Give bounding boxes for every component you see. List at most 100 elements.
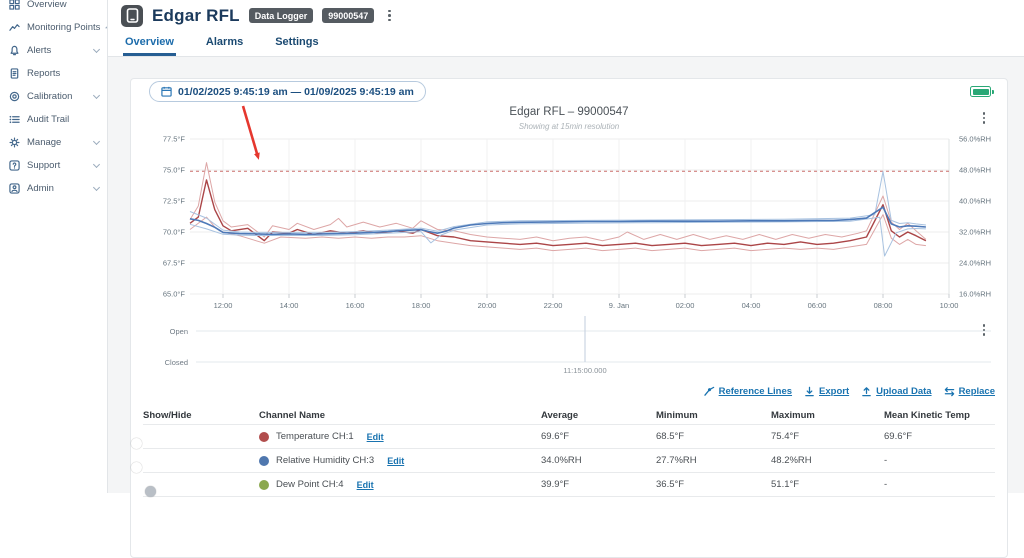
device-type-badge: Data Logger xyxy=(249,8,314,23)
export-button[interactable]: Export xyxy=(804,386,849,397)
reference-lines-button[interactable]: Reference Lines xyxy=(704,386,792,397)
sidebar-item-manage[interactable]: Manage xyxy=(0,131,107,154)
sidebar-item-overview[interactable]: Overview xyxy=(0,0,107,16)
swap-arrows-icon xyxy=(944,386,955,397)
chart-actions: Reference Lines Export Upload Data Repla… xyxy=(704,386,995,397)
header-menu-button[interactable] xyxy=(382,7,397,25)
maximum-value: 75.4°F xyxy=(771,431,884,442)
x-tick-label: 02:00 xyxy=(676,301,695,310)
x-tick-label: 10:00 xyxy=(940,301,959,310)
tab-settings[interactable]: Settings xyxy=(273,36,320,56)
col-channel-name: Channel Name xyxy=(259,410,541,421)
replace-button[interactable]: Replace xyxy=(944,386,995,397)
chevron-down-icon xyxy=(93,137,100,144)
edit-channel-link[interactable]: Edit xyxy=(367,432,384,442)
minimum-value: 68.5°F xyxy=(656,431,771,442)
series-temperature-min xyxy=(190,215,926,251)
list-icon xyxy=(9,114,20,125)
x-tick-label: 18:00 xyxy=(412,301,431,310)
chart-title: Edgar RFL – 99000547 xyxy=(131,106,1007,118)
minimum-value: 36.5°F xyxy=(656,479,771,490)
table-row: Relative Humidity CH:3 Edit 34.0%RH 27.7… xyxy=(143,448,995,472)
x-tick-label: 20:00 xyxy=(478,301,497,310)
door-chart-menu-button[interactable] xyxy=(977,321,992,339)
y-left-tick-label: 67.5°F xyxy=(163,259,186,268)
x-tick-label: 14:00 xyxy=(280,301,299,310)
channel-name: Dew Point CH:4 xyxy=(276,479,344,490)
calibration-target-icon xyxy=(9,91,20,102)
upload-data-button[interactable]: Upload Data xyxy=(861,386,931,397)
average-value: 39.9°F xyxy=(541,479,656,490)
data-logger-device-icon xyxy=(121,5,143,27)
series-humidity-avg xyxy=(190,207,926,234)
chevron-down-icon xyxy=(93,160,100,167)
series-humidity-min xyxy=(190,217,926,256)
mkt-value: 69.6°F xyxy=(884,431,995,442)
y-left-tick-label: 70.0°F xyxy=(163,228,186,237)
minimum-value: 27.7%RH xyxy=(656,455,771,466)
y-right-tick-label: 24.0%RH xyxy=(959,259,991,268)
col-show-hide: Show/Hide xyxy=(143,410,259,421)
sidebar-item-admin[interactable]: Admin xyxy=(0,177,107,200)
page-title: Edgar RFL xyxy=(152,6,240,26)
y-right-tick-label: 56.0%RH xyxy=(959,135,991,144)
y-right-tick-label: 16.0%RH xyxy=(959,290,991,299)
channel-color-dot xyxy=(259,432,269,442)
sidebar-label: Reports xyxy=(27,68,60,79)
sidebar-label: Support xyxy=(27,160,60,171)
bell-icon xyxy=(9,45,20,56)
chart-subtitle: Showing at 15min resolution xyxy=(131,122,1007,131)
user-icon xyxy=(9,183,20,194)
chevron-down-icon xyxy=(93,183,100,190)
col-maximum: Maximum xyxy=(771,410,884,421)
channel-color-dot xyxy=(259,456,269,466)
tab-alarms[interactable]: Alarms xyxy=(204,36,245,56)
series-temperature-max xyxy=(190,163,926,241)
calendar-icon xyxy=(161,86,172,97)
edit-channel-link[interactable]: Edit xyxy=(387,456,404,466)
reference-lines-icon xyxy=(704,386,715,397)
channel-name: Temperature CH:1 xyxy=(276,431,354,442)
tab-bar: Overview Alarms Settings xyxy=(108,31,1024,57)
sidebar-label: Manage xyxy=(27,137,61,148)
sidebar-item-monitoring-points[interactable]: Monitoring Points xyxy=(0,16,107,39)
table-header-row: Show/Hide Channel Name Average Minimum M… xyxy=(143,407,995,424)
sidebar-label: Audit Trail xyxy=(27,114,69,125)
sidebar-item-support[interactable]: Support xyxy=(0,154,107,177)
sidebar-label: Calibration xyxy=(27,91,72,102)
door-marker-label: 11:15:00.000 xyxy=(563,366,606,375)
table-row: Temperature CH:1 Edit 69.6°F 68.5°F 75.4… xyxy=(143,424,995,448)
battery-icon xyxy=(970,86,991,97)
y-left-tick-label: 72.5°F xyxy=(163,197,186,206)
channel-name: Relative Humidity CH:3 xyxy=(276,455,374,466)
maximum-value: 51.1°F xyxy=(771,479,884,490)
sidebar-label: Monitoring Points xyxy=(27,22,100,33)
date-range-text: 01/02/2025 9:45:19 am — 01/09/2025 9:45:… xyxy=(178,86,414,98)
document-icon xyxy=(9,68,20,79)
sidebar-item-alerts[interactable]: Alerts xyxy=(0,39,107,62)
tab-overview[interactable]: Overview xyxy=(123,36,176,56)
sidebar-item-calibration[interactable]: Calibration xyxy=(0,85,107,108)
date-range-picker[interactable]: 01/02/2025 9:45:19 am — 01/09/2025 9:45:… xyxy=(149,81,426,102)
y-left-tick-label: 75.0°F xyxy=(163,166,186,175)
page-header: Edgar RFL Data Logger 99000547 xyxy=(108,0,1024,31)
gear-icon xyxy=(9,137,20,148)
average-value: 34.0%RH xyxy=(541,455,656,466)
serial-number-badge: 99000547 xyxy=(322,8,374,23)
sidebar-item-reports[interactable]: Reports xyxy=(0,62,107,85)
col-minimum: Minimum xyxy=(656,410,771,421)
channel-table: Show/Hide Channel Name Average Minimum M… xyxy=(143,407,995,497)
edit-channel-link[interactable]: Edit xyxy=(357,480,374,490)
x-tick-label: 06:00 xyxy=(808,301,827,310)
door-closed-label: Closed xyxy=(165,358,188,367)
sidebar-label: Admin xyxy=(27,183,54,194)
series-temperature-avg xyxy=(190,180,926,246)
sidebar-item-audit-trail[interactable]: Audit Trail xyxy=(0,108,107,131)
average-value: 69.6°F xyxy=(541,431,656,442)
y-right-tick-label: 48.0%RH xyxy=(959,166,991,175)
chevron-down-icon xyxy=(93,91,100,98)
channel-color-dot xyxy=(259,480,269,490)
x-tick-label: 22:00 xyxy=(544,301,563,310)
